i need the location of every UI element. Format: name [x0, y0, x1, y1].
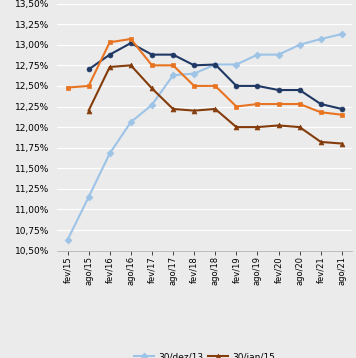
Legend: 30/dez/13, 31/dez/14, 30/jan/15, 27/fev/15: 30/dez/13, 31/dez/14, 30/jan/15, 27/fev/…: [131, 349, 279, 358]
